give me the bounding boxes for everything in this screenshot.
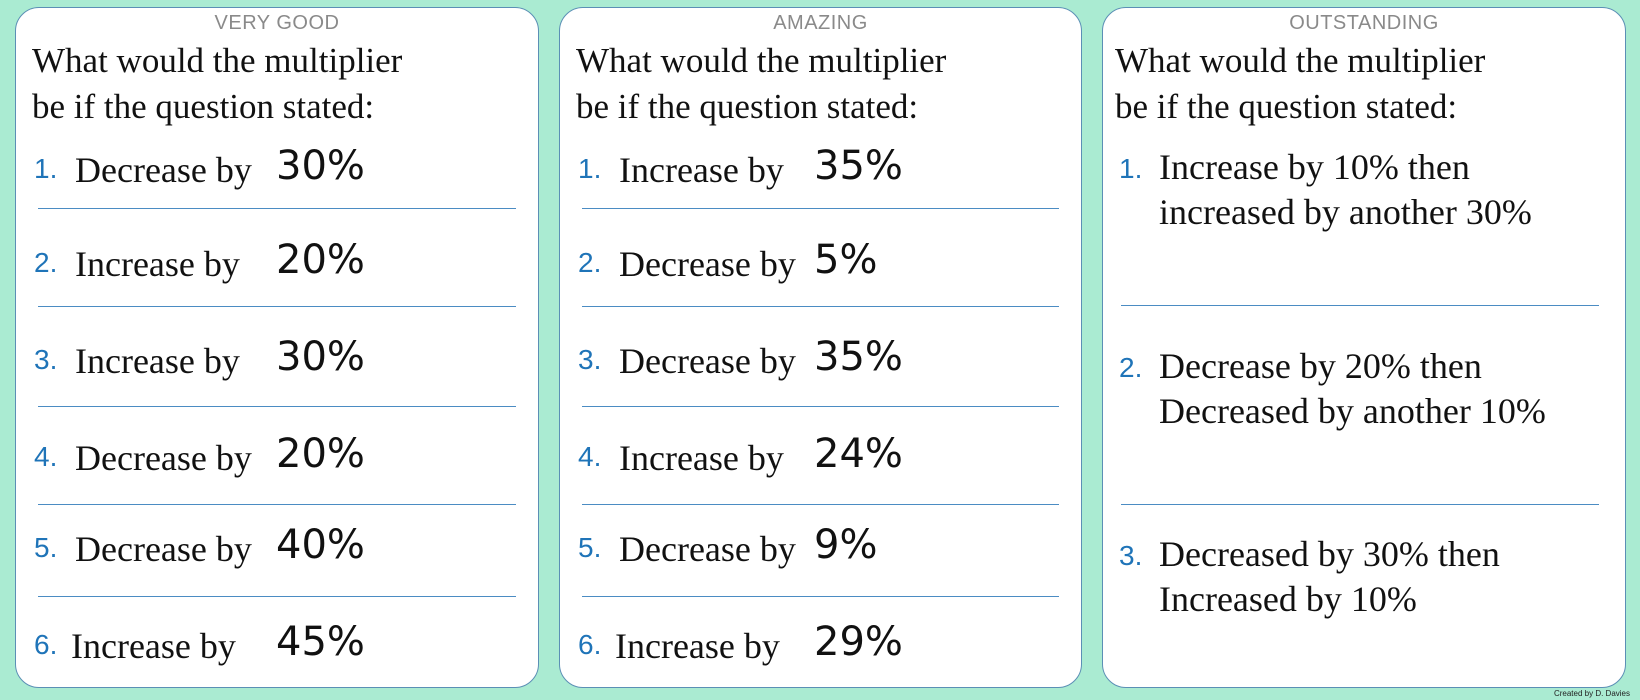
question-number: 2. xyxy=(578,247,602,278)
intro-line: be if the question stated: xyxy=(576,87,919,126)
question-number: 4. xyxy=(34,441,58,472)
question-number: 2. xyxy=(1119,352,1143,383)
card-label: AMAZING xyxy=(773,12,868,34)
question-item: 4. Decrease by 20% xyxy=(16,431,538,481)
question-text: Decrease by xyxy=(75,529,252,569)
question-number: 1. xyxy=(1119,153,1143,184)
question-number: 1. xyxy=(34,153,58,184)
credit-text: Created by D. Davies xyxy=(1553,689,1630,698)
question-text: Increase by xyxy=(615,626,780,666)
question-item: 5. Decrease by 40% xyxy=(16,522,538,572)
question-item: 1. Increase by 35% xyxy=(560,143,1081,193)
question-number: 1. xyxy=(578,153,602,184)
question-line: increased by another 30% xyxy=(1159,192,1532,232)
question-percent: 40% xyxy=(276,522,365,568)
question-percent: 45% xyxy=(276,619,365,665)
intro-line: What would the multiplier xyxy=(32,41,403,80)
question-line: Decreased by another 10% xyxy=(1159,391,1546,431)
question-text: Increase by xyxy=(75,341,240,381)
card-label: VERY GOOD xyxy=(214,12,340,34)
question-text: Decrease by xyxy=(75,150,252,190)
question-text: Increase by xyxy=(619,150,784,190)
question-number: 4. xyxy=(578,441,602,472)
intro-text: What would the multiplier be if the ques… xyxy=(32,38,402,130)
answer-line xyxy=(582,208,1059,209)
question-text: Increase by xyxy=(71,626,236,666)
question-number: 6. xyxy=(34,629,58,660)
question-line: Decreased by 30% then xyxy=(1159,534,1500,574)
question-percent: 9% xyxy=(814,522,878,568)
question-number: 3. xyxy=(1119,540,1143,571)
question-percent: 30% xyxy=(276,334,365,380)
question-number: 3. xyxy=(578,344,602,375)
question-number: 3. xyxy=(34,344,58,375)
question-text: Increase by xyxy=(75,244,240,284)
intro-line: What would the multiplier xyxy=(1115,41,1486,80)
question-line: Increased by 10% xyxy=(1159,579,1417,619)
answer-line xyxy=(38,596,516,597)
answer-line xyxy=(38,504,516,505)
question-percent: 5% xyxy=(814,237,878,283)
answer-line xyxy=(582,596,1059,597)
question-text: Decrease by xyxy=(619,244,796,284)
question-item: 6. Increase by 45% xyxy=(16,619,538,669)
question-item: 4. Increase by 24% xyxy=(560,431,1081,481)
card-very-good: VERY GOOD What would the multiplier be i… xyxy=(15,7,539,688)
intro-text: What would the multiplier be if the ques… xyxy=(576,38,946,130)
question-text: Decrease by xyxy=(75,438,252,478)
answer-line xyxy=(582,504,1059,505)
intro-text: What would the multiplier be if the ques… xyxy=(1115,38,1485,130)
question-number: 6. xyxy=(578,629,602,660)
question-number: 5. xyxy=(34,532,58,563)
answer-line xyxy=(582,406,1059,407)
question-item: 5. Decrease by 9% xyxy=(560,522,1081,572)
question-item: 3. Increase by 30% xyxy=(16,334,538,384)
answer-line xyxy=(38,208,516,209)
answer-line xyxy=(1121,504,1599,505)
question-text: Decrease by xyxy=(619,529,796,569)
answer-line xyxy=(582,306,1059,307)
question-percent: 35% xyxy=(814,143,903,189)
card-outstanding: OUTSTANDING What would the multiplier be… xyxy=(1102,7,1626,688)
question-text: Increase by xyxy=(619,438,784,478)
question-text: Decrease by 20% then Decreased by anothe… xyxy=(1159,344,1546,434)
question-item: 6. Increase by 29% xyxy=(560,619,1081,669)
question-percent: 20% xyxy=(276,431,365,477)
intro-line: be if the question stated: xyxy=(1115,87,1458,126)
question-item: 3. Decrease by 35% xyxy=(560,334,1081,384)
card-label: OUTSTANDING xyxy=(1289,12,1439,34)
question-percent: 29% xyxy=(814,619,903,665)
question-text: Decreased by 30% then Increased by 10% xyxy=(1159,532,1500,622)
question-number: 5. xyxy=(578,532,602,563)
question-percent: 35% xyxy=(814,334,903,380)
question-item: 1. Decrease by 30% xyxy=(16,143,538,193)
question-number: 2. xyxy=(34,247,58,278)
question-text: Increase by 10% then increased by anothe… xyxy=(1159,145,1532,235)
question-line: Increase by 10% then xyxy=(1159,147,1470,187)
question-percent: 20% xyxy=(276,237,365,283)
intro-line: What would the multiplier xyxy=(576,41,947,80)
question-line: Decrease by 20% then xyxy=(1159,346,1482,386)
answer-line xyxy=(38,406,516,407)
question-percent: 30% xyxy=(276,143,365,189)
intro-line: be if the question stated: xyxy=(32,87,375,126)
question-percent: 24% xyxy=(814,431,903,477)
card-amazing: AMAZING What would the multiplier be if … xyxy=(559,7,1082,688)
question-text: Decrease by xyxy=(619,341,796,381)
answer-line xyxy=(1121,305,1599,306)
question-item: 2. Increase by 20% xyxy=(16,237,538,287)
answer-line xyxy=(38,306,516,307)
question-item: 2. Decrease by 5% xyxy=(560,237,1081,287)
